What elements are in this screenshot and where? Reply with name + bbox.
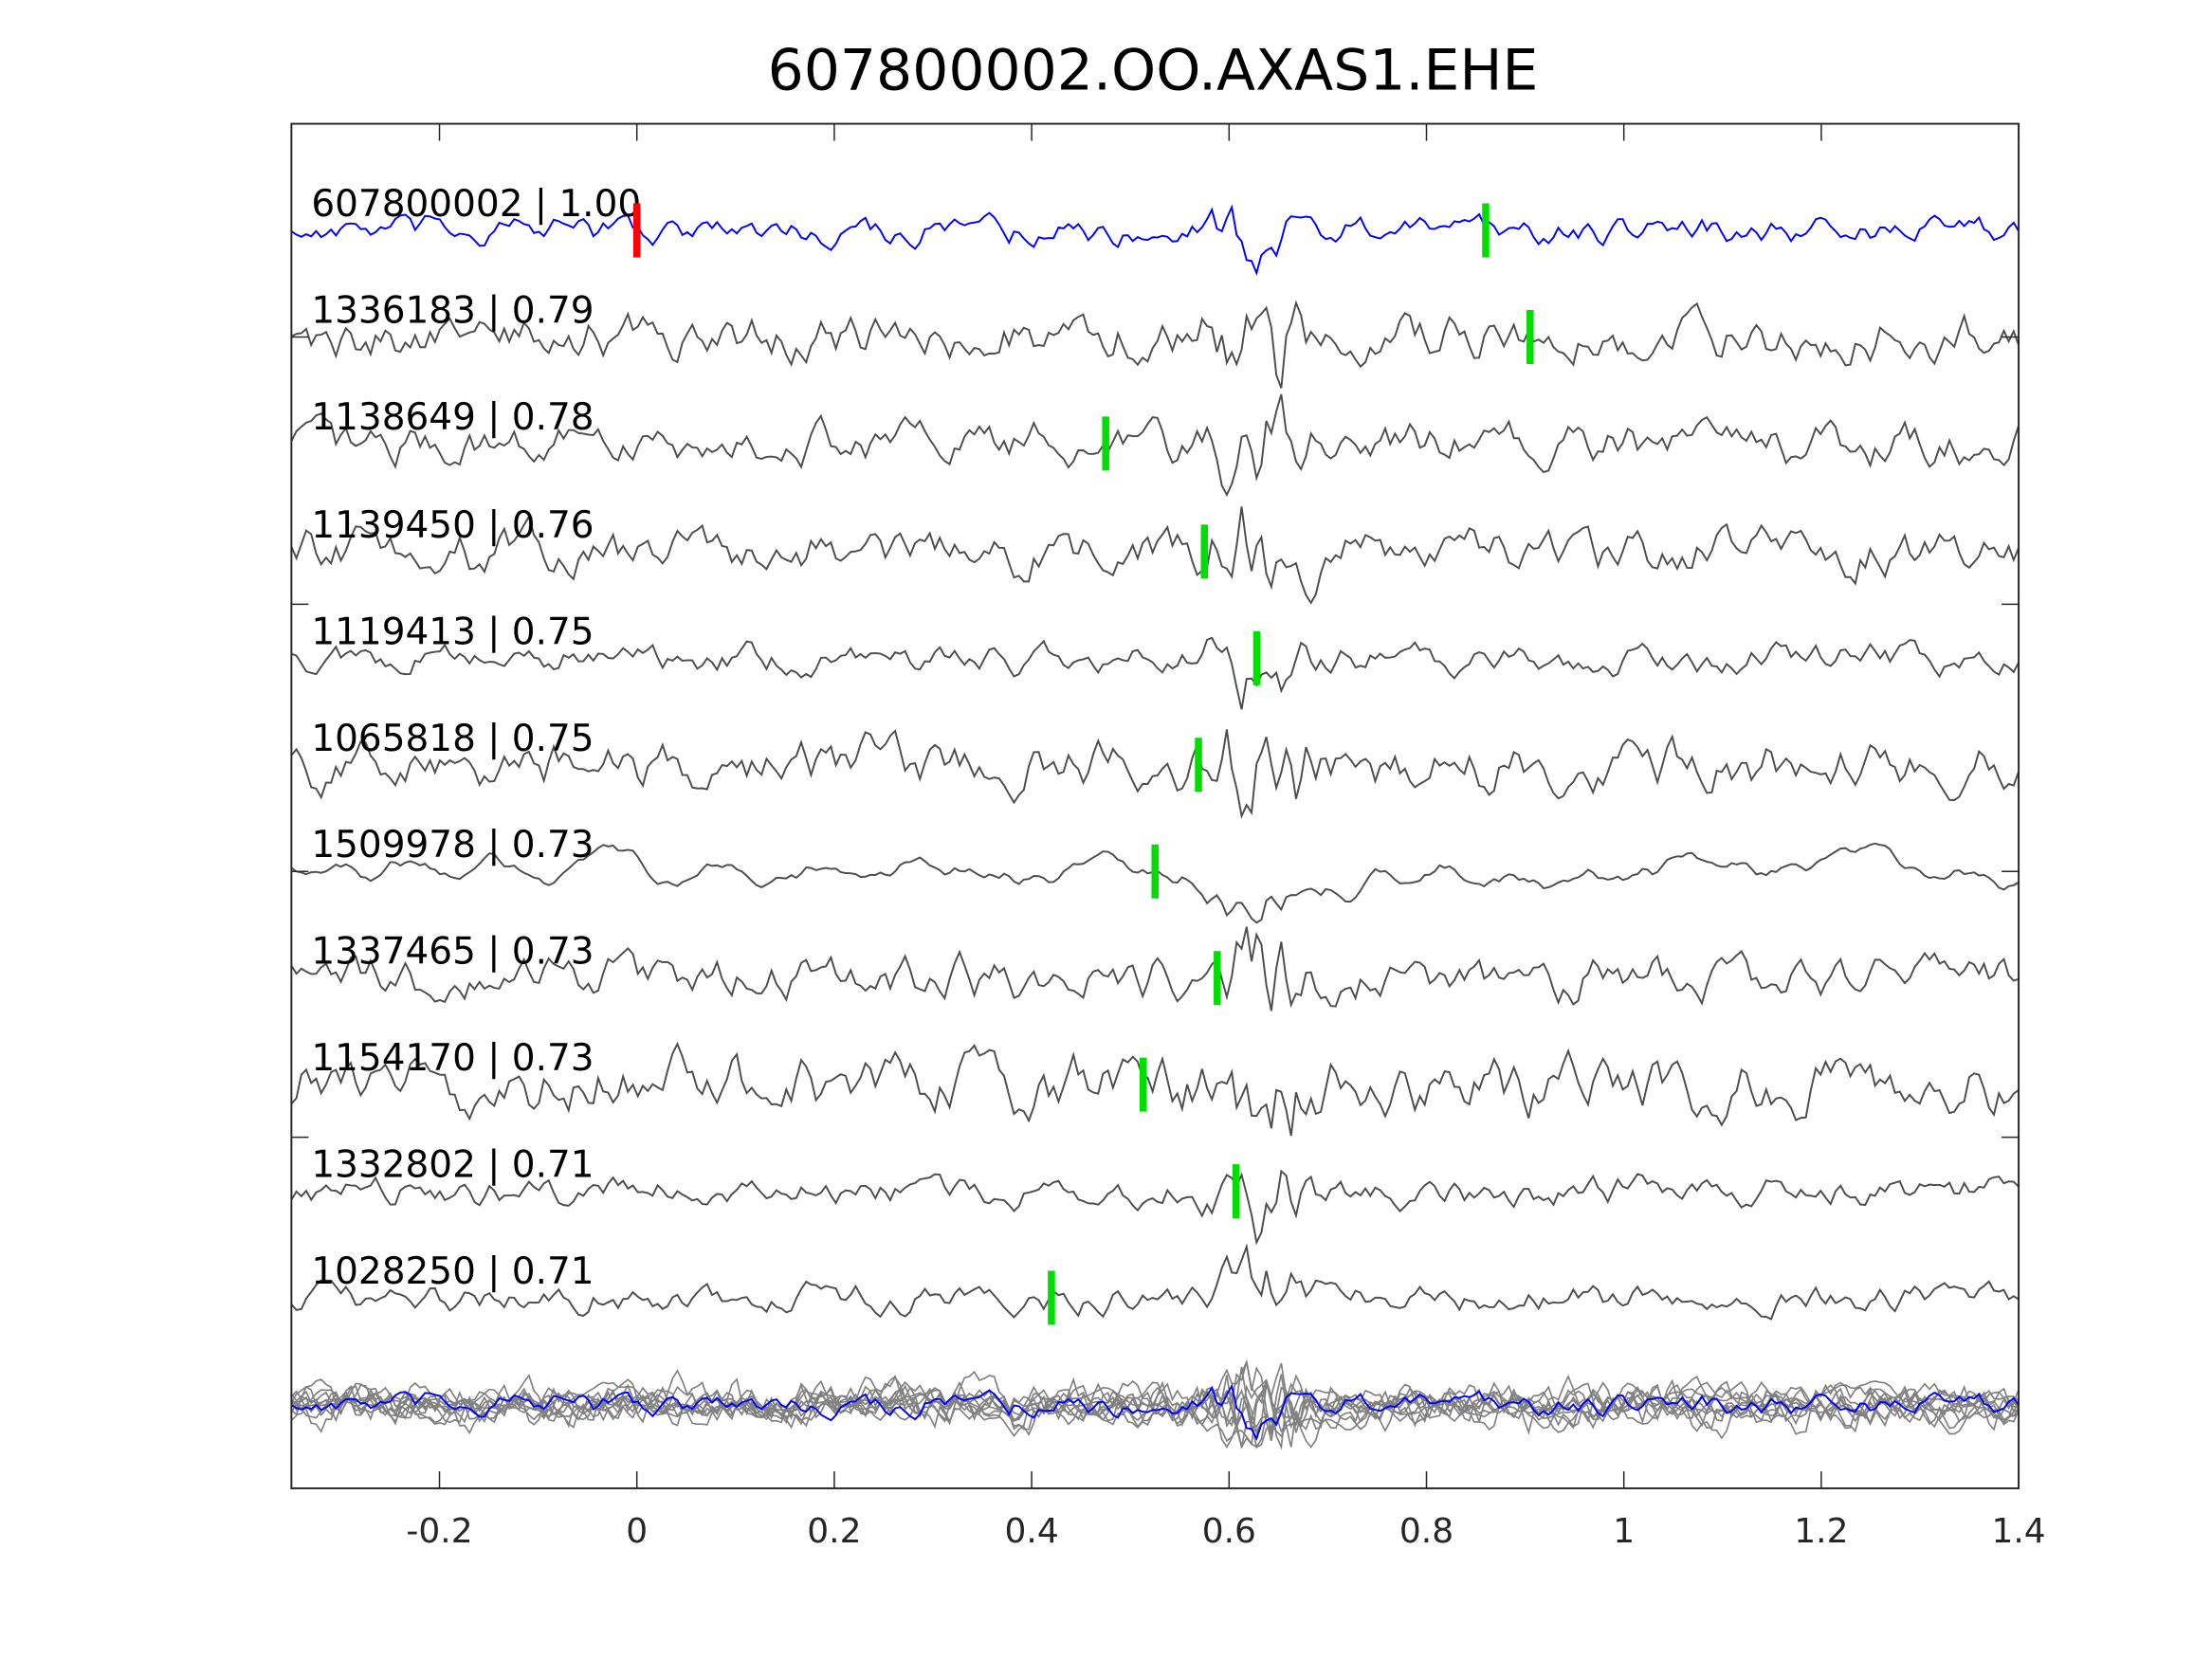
trace-label: 1154170 | 0.73 (311, 1037, 594, 1080)
x-tick-label: 0 (626, 1512, 648, 1551)
overlay-waveform (290, 1361, 2020, 1432)
overlay-waveform (290, 1386, 2020, 1449)
x-tick-label: 0.4 (1005, 1512, 1059, 1551)
x-tick-label: 0.2 (807, 1512, 861, 1551)
overlay-template-waveform (290, 1383, 2020, 1441)
x-tick-label: 1.2 (1794, 1512, 1848, 1551)
x-tick-label: 1 (1613, 1512, 1635, 1551)
trace-label: 1337465 | 0.73 (311, 931, 594, 974)
waveform-607800002 (290, 204, 2020, 277)
waveform-1138649 (290, 393, 2020, 498)
overlay-waveform (290, 1358, 2020, 1424)
waveform-1336183 (290, 300, 2020, 389)
axes-frame (290, 122, 2020, 1489)
trace-label: 1509978 | 0.73 (311, 824, 594, 866)
waveform-1332802 (290, 1169, 2020, 1246)
trace-label: 1119413 | 0.75 (311, 611, 594, 653)
waveform-1119413 (291, 636, 2020, 710)
trace-label: 1138649 | 0.78 (311, 396, 594, 439)
chart-title: 607800002.OO.AXAS1.EHE (768, 38, 1539, 104)
waveform-1139450 (290, 506, 2020, 605)
trace-label: 1332802 | 0.71 (311, 1144, 594, 1187)
waveform-1337465 (290, 926, 2020, 1012)
overlay-waveform (290, 1362, 2020, 1449)
x-tick-label: 0.6 (1202, 1512, 1256, 1551)
trace-label: 1028250 | 0.71 (311, 1250, 594, 1293)
x-tick-label: 0.8 (1399, 1512, 1453, 1551)
waveform-1065818 (290, 729, 2020, 819)
trace-label: 1139450 | 0.76 (311, 504, 594, 547)
trace-label: 607800002 | 1.00 (311, 183, 641, 226)
traces-group: 607800002 | 1.00 1336183 | 0.79 1138649 | … (290, 183, 2020, 1450)
trace-label: 1336183 | 0.79 (311, 289, 594, 332)
waveform-1028250 (290, 1243, 2020, 1321)
x-ticks: -0.2 0 0.2 0.4 0.6 0.8 1 1.2 1.4 (291, 123, 2046, 1551)
x-tick-label: 1.4 (1991, 1512, 2045, 1551)
x-tick-label: -0.2 (406, 1512, 472, 1551)
waveform-1154170 (290, 1041, 2020, 1137)
trace-label: 1065818 | 0.75 (311, 718, 594, 760)
